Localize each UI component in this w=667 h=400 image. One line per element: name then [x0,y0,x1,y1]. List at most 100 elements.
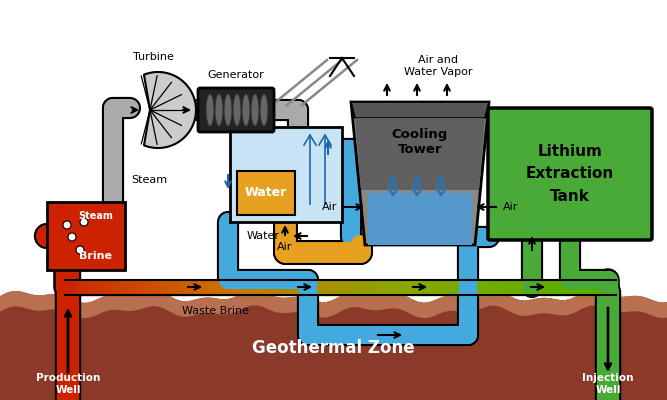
Polygon shape [539,280,541,294]
Polygon shape [586,280,588,294]
Polygon shape [535,280,537,294]
Polygon shape [400,280,401,294]
Polygon shape [600,280,602,294]
Polygon shape [280,280,281,294]
Polygon shape [548,280,550,294]
Text: Air and
Water Vapor: Air and Water Vapor [404,55,472,77]
Polygon shape [188,280,190,294]
Polygon shape [175,280,177,294]
Polygon shape [418,280,420,294]
Polygon shape [215,280,217,294]
Polygon shape [318,280,320,294]
Polygon shape [557,280,559,294]
Polygon shape [359,280,361,294]
Polygon shape [513,280,515,294]
Polygon shape [115,280,117,294]
Polygon shape [127,280,129,294]
Polygon shape [159,280,161,294]
Polygon shape [572,280,574,294]
Polygon shape [354,280,356,294]
Polygon shape [532,280,534,294]
Text: Production
Well: Production Well [36,373,100,395]
FancyBboxPatch shape [237,171,295,215]
Text: Air: Air [277,242,293,252]
Polygon shape [484,280,486,294]
Polygon shape [570,280,572,294]
Polygon shape [237,280,239,294]
Polygon shape [512,280,513,294]
Ellipse shape [233,94,241,126]
Polygon shape [327,280,329,294]
Polygon shape [173,280,175,294]
Polygon shape [144,72,196,148]
Polygon shape [162,280,164,294]
Polygon shape [590,280,592,294]
Polygon shape [241,280,243,294]
Polygon shape [550,280,552,294]
Polygon shape [105,280,107,294]
Polygon shape [305,280,307,294]
Polygon shape [351,102,489,245]
Polygon shape [201,280,203,294]
Circle shape [68,233,76,241]
Polygon shape [203,280,205,294]
Polygon shape [111,280,113,294]
Polygon shape [515,280,517,294]
Polygon shape [564,280,566,294]
Polygon shape [372,280,374,294]
Polygon shape [344,280,346,294]
Text: Steam: Steam [131,175,167,185]
Polygon shape [177,280,179,294]
Polygon shape [379,280,381,294]
Polygon shape [227,280,229,294]
Polygon shape [370,280,372,294]
Text: Waste Brine: Waste Brine [181,306,249,316]
Polygon shape [293,280,295,294]
Polygon shape [217,280,219,294]
Polygon shape [285,280,287,294]
Polygon shape [398,280,400,294]
Polygon shape [445,280,447,294]
Polygon shape [502,280,504,294]
Polygon shape [588,280,590,294]
Polygon shape [491,280,493,294]
Polygon shape [276,280,278,294]
Polygon shape [559,280,561,294]
Polygon shape [346,280,348,294]
Polygon shape [500,280,502,294]
Text: Brine: Brine [79,251,112,261]
Polygon shape [261,280,263,294]
Text: Steam: Steam [78,211,113,221]
Polygon shape [100,280,102,294]
Circle shape [76,246,84,254]
Polygon shape [563,280,564,294]
Polygon shape [436,280,438,294]
Polygon shape [416,280,418,294]
Polygon shape [291,280,293,294]
Polygon shape [234,280,236,294]
Polygon shape [144,280,146,294]
Polygon shape [212,280,213,294]
Text: Generator: Generator [207,70,264,80]
Polygon shape [98,280,100,294]
Polygon shape [65,280,67,294]
Text: Cooling
Tower: Cooling Tower [392,128,448,156]
Polygon shape [133,280,135,294]
Polygon shape [103,280,105,294]
Polygon shape [298,280,300,294]
Polygon shape [151,280,153,294]
FancyBboxPatch shape [230,127,342,222]
Polygon shape [79,280,81,294]
Polygon shape [245,280,247,294]
Polygon shape [510,280,512,294]
Polygon shape [374,280,376,294]
Polygon shape [351,102,489,118]
Polygon shape [331,280,333,294]
Polygon shape [87,280,89,294]
Polygon shape [166,280,168,294]
Polygon shape [493,280,495,294]
Polygon shape [223,280,225,294]
Polygon shape [412,280,414,294]
Polygon shape [454,280,456,294]
Polygon shape [594,280,596,294]
